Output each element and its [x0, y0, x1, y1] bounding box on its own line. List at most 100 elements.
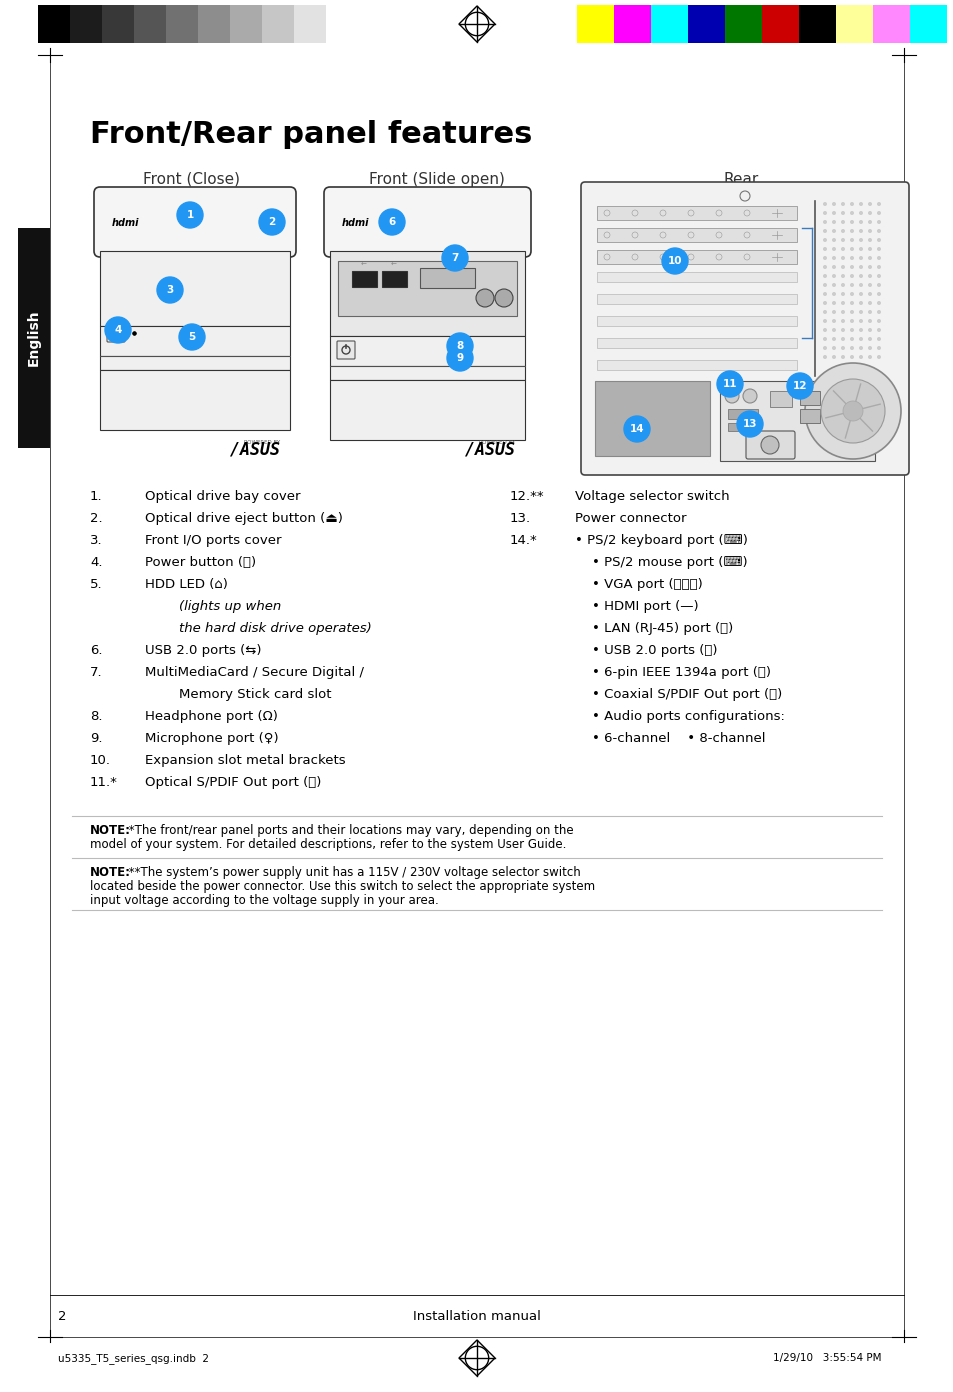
Text: hdmi: hdmi — [112, 219, 139, 228]
Bar — [18, 228, 50, 448]
Bar — [761, 6, 799, 43]
Circle shape — [876, 264, 880, 269]
Circle shape — [841, 310, 844, 315]
Text: 1/29/10   3:55:54 PM: 1/29/10 3:55:54 PM — [773, 1353, 882, 1363]
Text: Optical S/PDIF Out port (⎕): Optical S/PDIF Out port (⎕) — [145, 775, 321, 789]
Circle shape — [822, 319, 826, 323]
Text: • HDMI port (—): • HDMI port (—) — [575, 600, 698, 612]
Bar — [727, 423, 755, 432]
Bar — [100, 356, 290, 370]
Circle shape — [441, 245, 468, 271]
Text: Installation manual: Installation manual — [413, 1310, 540, 1322]
Circle shape — [841, 212, 844, 214]
Circle shape — [831, 212, 835, 214]
Circle shape — [849, 238, 853, 242]
Circle shape — [831, 319, 835, 323]
Bar — [872, 6, 909, 43]
Bar — [70, 6, 102, 43]
Bar — [769, 391, 791, 406]
Circle shape — [831, 256, 835, 260]
Circle shape — [822, 301, 826, 305]
Circle shape — [849, 230, 853, 232]
Circle shape — [831, 283, 835, 287]
Bar — [650, 6, 687, 43]
Bar — [909, 6, 946, 43]
Text: 6.: 6. — [90, 644, 102, 657]
Circle shape — [858, 246, 862, 251]
Text: 5: 5 — [188, 333, 195, 342]
Bar — [800, 391, 820, 405]
Circle shape — [177, 202, 203, 228]
Text: /ASUS: /ASUS — [230, 440, 280, 458]
Text: Front (Close): Front (Close) — [143, 173, 240, 187]
Circle shape — [831, 230, 835, 232]
Circle shape — [849, 202, 853, 206]
Text: model of your system. For detailed descriptions, refer to the system User Guide.: model of your system. For detailed descr… — [90, 838, 566, 851]
Text: Optical drive bay cover: Optical drive bay cover — [145, 490, 300, 503]
Circle shape — [822, 292, 826, 296]
Bar — [330, 335, 524, 366]
Text: /ASUS: /ASUS — [464, 440, 515, 458]
Text: (lights up when: (lights up when — [145, 600, 281, 612]
Bar — [166, 6, 198, 43]
Text: input voltage according to the voltage supply in your area.: input voltage according to the voltage s… — [90, 894, 438, 908]
Text: • USB 2.0 ports (⎕): • USB 2.0 ports (⎕) — [575, 644, 717, 657]
Circle shape — [447, 345, 473, 372]
Circle shape — [822, 220, 826, 224]
Text: **The system’s power supply unit has a 115V / 230V voltage selector switch: **The system’s power supply unit has a 1… — [125, 866, 580, 878]
FancyBboxPatch shape — [94, 187, 295, 258]
Text: 13: 13 — [742, 419, 757, 429]
Bar — [720, 381, 874, 461]
Circle shape — [831, 264, 835, 269]
Circle shape — [849, 292, 853, 296]
Bar — [597, 251, 796, 264]
Circle shape — [876, 329, 880, 333]
Text: • VGA port (⎕⎕⎕): • VGA port (⎕⎕⎕) — [575, 578, 702, 592]
Circle shape — [876, 292, 880, 296]
Circle shape — [841, 355, 844, 359]
Bar — [687, 6, 724, 43]
Circle shape — [867, 310, 871, 315]
Circle shape — [876, 256, 880, 260]
Text: NOTE:: NOTE: — [90, 824, 131, 837]
Circle shape — [822, 238, 826, 242]
Text: Front I/O ports cover: Front I/O ports cover — [145, 535, 281, 547]
Circle shape — [858, 301, 862, 305]
Bar — [597, 271, 796, 283]
Circle shape — [841, 329, 844, 333]
FancyBboxPatch shape — [107, 324, 125, 342]
Text: 9: 9 — [456, 354, 463, 363]
Circle shape — [867, 246, 871, 251]
Circle shape — [822, 337, 826, 341]
Circle shape — [876, 283, 880, 287]
Circle shape — [876, 355, 880, 359]
Circle shape — [876, 202, 880, 206]
Text: hdmi: hdmi — [341, 219, 369, 228]
Text: the hard disk drive operates): the hard disk drive operates) — [145, 622, 372, 635]
Circle shape — [786, 373, 812, 400]
Circle shape — [841, 292, 844, 296]
Circle shape — [476, 290, 494, 308]
Circle shape — [858, 274, 862, 278]
Text: 10.: 10. — [90, 754, 111, 767]
Circle shape — [841, 246, 844, 251]
Circle shape — [858, 202, 862, 206]
Circle shape — [717, 372, 742, 397]
Circle shape — [841, 301, 844, 305]
Text: MultiMediaCard / Secure Digital /: MultiMediaCard / Secure Digital / — [145, 665, 364, 679]
Circle shape — [831, 292, 835, 296]
FancyBboxPatch shape — [745, 432, 794, 459]
Circle shape — [822, 347, 826, 349]
Circle shape — [831, 238, 835, 242]
Bar — [597, 294, 796, 303]
Circle shape — [831, 274, 835, 278]
Text: HDD LED (⌂): HDD LED (⌂) — [145, 578, 228, 592]
Circle shape — [841, 256, 844, 260]
Bar — [381, 271, 407, 287]
Text: 10: 10 — [667, 256, 681, 266]
Text: 8.: 8. — [90, 710, 102, 722]
Text: Power button (⏻): Power button (⏻) — [145, 555, 255, 569]
Text: • Audio ports configurations:: • Audio ports configurations: — [575, 710, 784, 722]
Polygon shape — [262, 219, 274, 226]
Text: 2: 2 — [268, 217, 275, 227]
